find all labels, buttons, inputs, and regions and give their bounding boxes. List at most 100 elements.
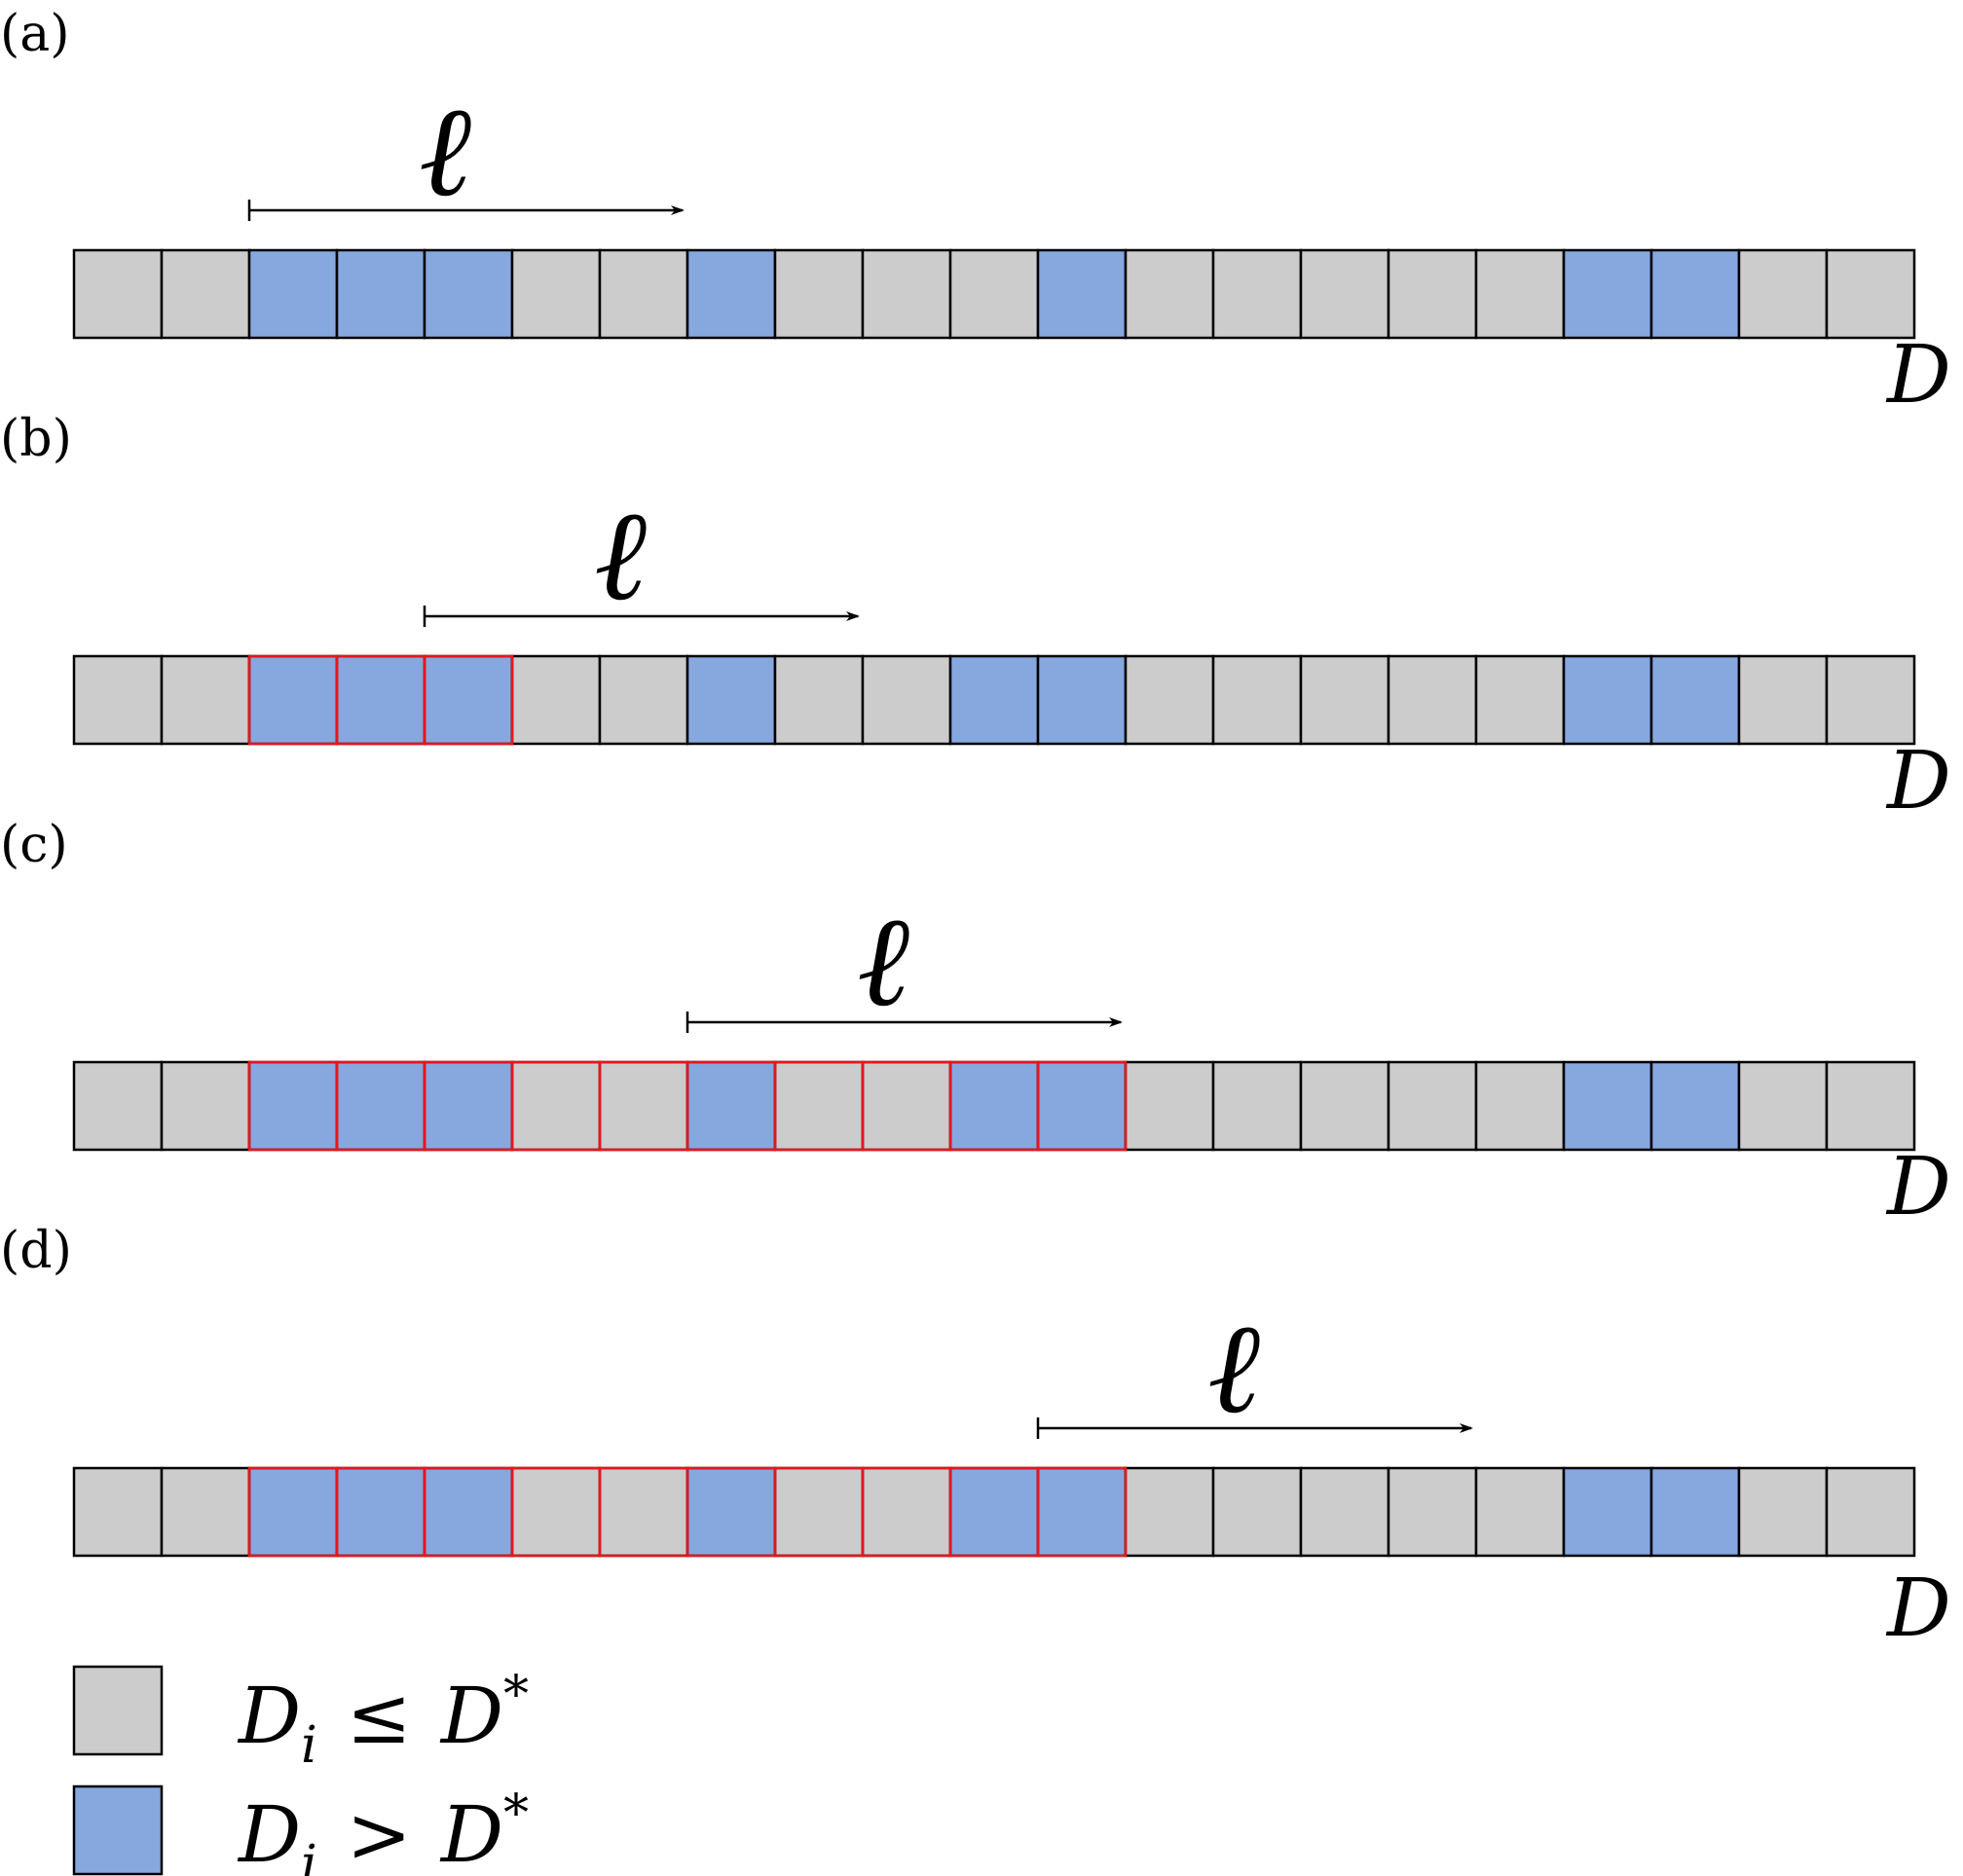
cell-above-threshold (1036, 1060, 1128, 1152)
cell-above-threshold (335, 1060, 426, 1152)
cell-above-threshold (1562, 654, 1653, 746)
cell-above-threshold (247, 1060, 339, 1152)
cell-below-threshold (1474, 248, 1566, 340)
cell-below-threshold (1211, 1466, 1303, 1558)
cell-below-threshold (510, 654, 602, 746)
cell-below-threshold (1825, 248, 1916, 340)
cell-below-threshold (1124, 1060, 1215, 1152)
cell-above-threshold (423, 1060, 514, 1152)
cell-below-threshold (1825, 1060, 1916, 1152)
cell-below-threshold (1299, 248, 1390, 340)
cell-below-threshold (1737, 1060, 1829, 1152)
window-arrow (247, 200, 685, 221)
cell-above-threshold (423, 1466, 514, 1558)
cell-strip (72, 1466, 1916, 1558)
cell-above-threshold (247, 1466, 339, 1558)
cell-below-threshold (1124, 654, 1215, 746)
axis-label-d: D (1885, 735, 1951, 828)
cell-below-threshold (1474, 1060, 1566, 1152)
cell-below-threshold (1387, 248, 1478, 340)
cell-below-threshold (598, 1466, 689, 1558)
cell-below-threshold (510, 1466, 602, 1558)
panel-b: (b) ℓ D (0, 410, 1951, 828)
cell-above-threshold (1649, 654, 1741, 746)
window-length-symbol: ℓ (419, 77, 471, 225)
legend-label-high: Di > D* (237, 1784, 529, 1876)
cell-below-threshold (1211, 1060, 1303, 1152)
panel-label: (b) (0, 410, 72, 468)
cell-above-threshold (948, 1466, 1040, 1558)
panel-a: (a) ℓ D (0, 5, 1951, 422)
cell-below-threshold (1299, 1060, 1390, 1152)
legend: Di ≤ D* Di > D* (72, 1665, 529, 1876)
cell-below-threshold (510, 248, 602, 340)
cell-above-threshold (948, 654, 1040, 746)
cell-below-threshold (1825, 654, 1916, 746)
cell-above-threshold (423, 654, 514, 746)
window-length-symbol: ℓ (594, 481, 647, 629)
cell-below-threshold (598, 248, 689, 340)
cell-below-threshold (1299, 654, 1390, 746)
cell-strip (72, 248, 1916, 340)
panel-c: (c) ℓ D (0, 816, 1951, 1233)
cell-below-threshold (160, 1060, 251, 1152)
cell-below-threshold (1211, 654, 1303, 746)
cell-below-threshold (72, 1060, 164, 1152)
cell-below-threshold (1124, 248, 1215, 340)
cell-above-threshold (247, 248, 339, 340)
cell-below-threshold (160, 1466, 251, 1558)
cell-below-threshold (1737, 654, 1829, 746)
cell-above-threshold (685, 1466, 777, 1558)
cell-below-threshold (861, 1060, 952, 1152)
cell-below-threshold (72, 1466, 164, 1558)
panel-d: (d) ℓ D (0, 1222, 1951, 1655)
cell-above-threshold (685, 654, 777, 746)
cell-below-threshold (1387, 1060, 1478, 1152)
cell-below-threshold (861, 1466, 952, 1558)
cell-below-threshold (1737, 1466, 1829, 1558)
window-arrow (685, 1012, 1123, 1033)
cell-above-threshold (1562, 1466, 1653, 1558)
highlighted-cell-outline (423, 654, 514, 746)
cell-below-threshold (1474, 654, 1566, 746)
axis-label-d: D (1885, 1141, 1951, 1233)
cell-below-threshold (773, 654, 865, 746)
panel-label: (a) (0, 5, 70, 63)
cell-above-threshold (1562, 1060, 1653, 1152)
axis-label-d: D (1885, 329, 1951, 422)
cell-below-threshold (160, 248, 251, 340)
legend-swatch-high (72, 1784, 164, 1876)
cell-above-threshold (1036, 654, 1128, 746)
window-length-symbol: ℓ (857, 887, 909, 1035)
legend-item-high: Di > D* (72, 1784, 529, 1876)
cell-below-threshold (598, 654, 689, 746)
window-arrow (423, 606, 860, 627)
cell-below-threshold (1474, 1466, 1566, 1558)
cell-above-threshold (335, 1466, 426, 1558)
cell-below-threshold (1387, 654, 1478, 746)
cell-below-threshold (1211, 248, 1303, 340)
cell-below-threshold (861, 248, 952, 340)
cell-strip (72, 1060, 1916, 1152)
cell-above-threshold (423, 248, 514, 340)
highlighted-cell-outline (1036, 1466, 1128, 1558)
cell-above-threshold (1036, 1466, 1128, 1558)
highlighted-cell-outline (1036, 1060, 1128, 1152)
panel-label: (c) (0, 816, 68, 874)
cell-below-threshold (72, 248, 164, 340)
cell-above-threshold (1562, 248, 1653, 340)
cell-above-threshold (1649, 1466, 1741, 1558)
cell-below-threshold (1825, 1466, 1916, 1558)
cell-below-threshold (948, 248, 1040, 340)
cell-above-threshold (335, 654, 426, 746)
cell-below-threshold (1299, 1466, 1390, 1558)
cell-above-threshold (685, 1060, 777, 1152)
cell-below-threshold (773, 248, 865, 340)
window-length-symbol: ℓ (1207, 1294, 1260, 1442)
cell-below-threshold (160, 654, 251, 746)
cell-above-threshold (247, 654, 339, 746)
window-arrow (1036, 1417, 1473, 1439)
legend-swatch-low (72, 1665, 164, 1756)
cell-below-threshold (773, 1466, 865, 1558)
